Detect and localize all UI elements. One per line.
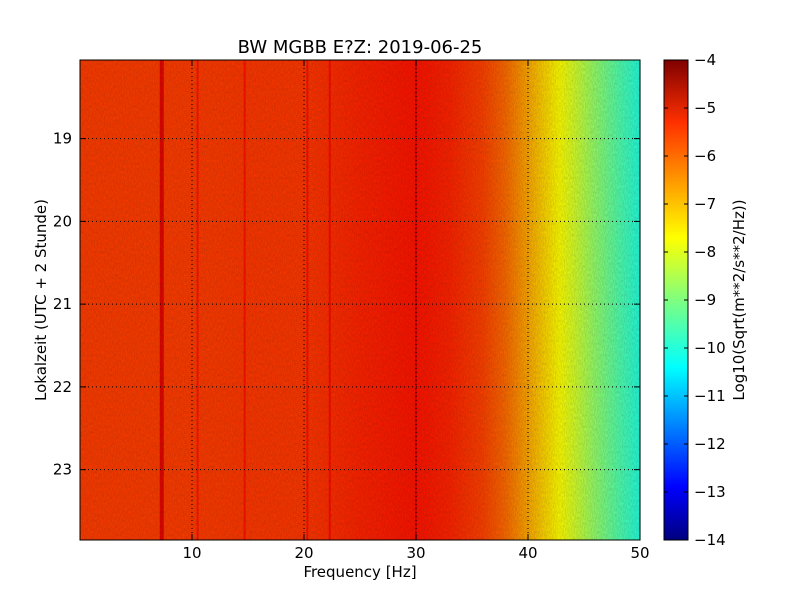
colorbar-label: Log10(Sqrt(m**2/s**2/Hz)) bbox=[730, 199, 748, 400]
y-tick-label: 22 bbox=[53, 378, 72, 396]
plot-texture bbox=[80, 60, 640, 540]
y-tick-label: 23 bbox=[53, 461, 72, 479]
y-tick-label: 19 bbox=[53, 130, 72, 148]
y-tick-label: 21 bbox=[53, 295, 72, 313]
colorbar-tick-label: −9 bbox=[694, 291, 716, 309]
colorbar-tick-label: −11 bbox=[694, 387, 726, 405]
colorbar-tick-label: −6 bbox=[694, 147, 716, 165]
x-tick-label: 10 bbox=[182, 544, 201, 562]
x-tick-label: 20 bbox=[294, 544, 313, 562]
colorbar-ticks: −4 −5 −6 −7 −8 −9 −10 −11 −12 −13 −14 bbox=[664, 51, 726, 549]
colorbar-tick-label: −12 bbox=[694, 435, 726, 453]
colorbar-tick-label: −8 bbox=[694, 243, 716, 261]
colorbar-tick-label: −10 bbox=[694, 339, 726, 357]
x-axis: 10 20 30 40 50 bbox=[182, 60, 650, 562]
y-axis: 19 20 21 22 23 bbox=[53, 130, 640, 479]
x-tick-label: 30 bbox=[406, 544, 425, 562]
chart-title: BW MGBB E?Z: 2019-06-25 bbox=[238, 37, 483, 58]
colorbar: −4 −5 −6 −7 −8 −9 −10 −11 −12 −13 −14 Log10(Sqrt(m… bbox=[663, 51, 748, 549]
y-axis-label: Lokalzeit (UTC + 2 Stunde) bbox=[32, 199, 50, 401]
colorbar-tick-label: −14 bbox=[694, 531, 726, 549]
y-tick-label: 20 bbox=[53, 212, 72, 230]
colorbar-tick-label: −13 bbox=[694, 483, 726, 501]
grid bbox=[80, 60, 640, 540]
x-tick-label: 40 bbox=[518, 544, 537, 562]
colorbar-tick-label: −7 bbox=[694, 195, 716, 213]
colorbar-tick-label: −4 bbox=[694, 51, 716, 69]
x-tick-label: 50 bbox=[630, 544, 649, 562]
x-axis-label: Frequency [Hz] bbox=[303, 563, 416, 581]
plot-frame bbox=[79, 59, 641, 541]
colorbar-tick-label: −5 bbox=[694, 99, 716, 117]
plot-area bbox=[79, 59, 641, 541]
